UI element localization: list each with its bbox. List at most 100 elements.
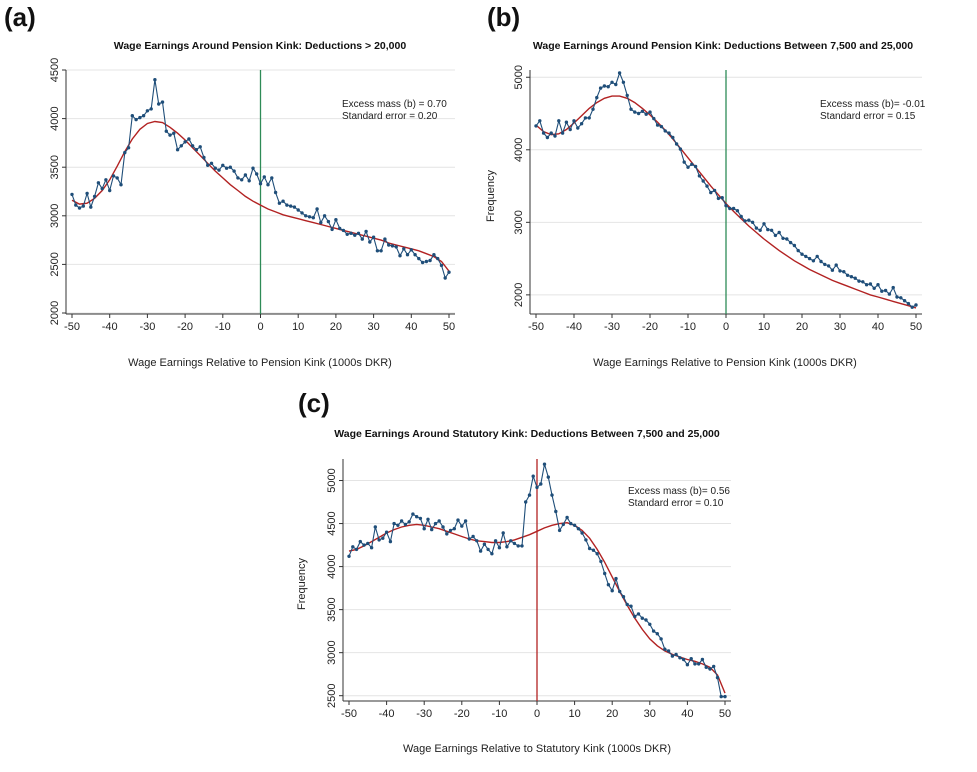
data-point — [371, 235, 376, 239]
data-point — [358, 539, 362, 544]
data-point — [392, 521, 396, 526]
data-point — [671, 135, 675, 140]
data-point — [880, 289, 884, 293]
data-point — [70, 192, 74, 197]
data-point — [194, 148, 199, 152]
data-point — [362, 543, 366, 547]
data-point — [145, 109, 150, 113]
data-point — [853, 276, 857, 280]
y-tick-label: 5000 — [326, 468, 338, 492]
data-point — [659, 637, 663, 641]
x-tick-label: -40 — [102, 321, 118, 333]
data-point — [541, 131, 546, 135]
data-point — [531, 474, 535, 478]
x-tick-label: 30 — [644, 708, 656, 720]
data-point — [823, 262, 827, 267]
data-point — [861, 280, 865, 284]
data-point — [439, 263, 444, 268]
data-point — [388, 539, 393, 544]
data-point — [198, 145, 202, 149]
data-point — [266, 183, 270, 187]
data-point — [777, 230, 781, 235]
data-point — [554, 509, 558, 514]
data-point — [697, 662, 701, 666]
data-point — [614, 82, 618, 87]
data-point — [153, 78, 157, 82]
data-point — [550, 493, 554, 497]
data-point — [96, 181, 101, 185]
data-point — [524, 500, 528, 504]
data-point — [160, 100, 165, 104]
data-point — [766, 227, 770, 232]
data-point — [815, 254, 819, 259]
x-tick-label: -10 — [491, 708, 507, 720]
x-tick-label: 20 — [606, 708, 618, 720]
fitted-counterfactual-line — [535, 95, 917, 309]
data-point — [505, 545, 509, 549]
data-point — [403, 522, 408, 527]
data-point — [569, 521, 573, 526]
data-point — [319, 220, 323, 225]
data-point — [644, 112, 648, 116]
data-point — [580, 531, 584, 535]
data-point — [576, 126, 580, 130]
data-point — [614, 576, 618, 581]
data-point — [441, 525, 445, 529]
data-point — [447, 270, 451, 274]
x-tick-label: 50 — [443, 321, 455, 333]
data-point — [682, 160, 686, 164]
data-point — [209, 161, 214, 165]
data-point — [689, 657, 693, 661]
data-point — [674, 142, 679, 146]
data-point — [796, 248, 800, 253]
data-point — [557, 119, 561, 123]
data-point — [576, 527, 581, 531]
data-point — [247, 179, 251, 183]
data-point — [364, 229, 368, 234]
x-tick-label: 40 — [872, 321, 884, 333]
data-point — [493, 539, 498, 543]
y-tick-label: 3000 — [326, 640, 338, 664]
data-point — [164, 129, 168, 133]
data-point — [842, 270, 846, 274]
data-point — [539, 482, 543, 486]
data-point — [471, 534, 475, 539]
y-tick-label: 2500 — [326, 683, 338, 707]
data-point — [644, 618, 648, 622]
data-point — [553, 134, 557, 138]
data-point — [663, 647, 667, 651]
data-point — [693, 662, 697, 666]
data-point — [415, 515, 419, 519]
data-point — [697, 174, 702, 178]
data-point — [157, 102, 161, 106]
data-point — [610, 589, 614, 593]
data-point — [345, 232, 349, 236]
data-point — [119, 183, 123, 187]
x-tick-label: 50 — [910, 321, 922, 333]
x-tick-label: -30 — [604, 321, 620, 333]
data-point — [640, 616, 644, 620]
data-point — [587, 546, 592, 551]
x-tick-label: 50 — [719, 708, 731, 720]
data-point — [887, 292, 892, 296]
data-point — [621, 80, 626, 85]
data-point — [701, 179, 705, 183]
data-point — [670, 654, 675, 658]
data-point — [292, 205, 297, 209]
data-point — [277, 201, 282, 205]
data-point — [625, 93, 629, 98]
data-point — [351, 545, 355, 549]
data-point — [599, 559, 603, 564]
data-point — [527, 493, 532, 497]
data-point — [463, 519, 468, 523]
y-tick-label: 3000 — [513, 210, 525, 234]
data-point — [281, 199, 285, 203]
data-point — [432, 253, 436, 257]
data-point — [561, 522, 565, 527]
x-tick-label: -50 — [64, 321, 80, 333]
data-point — [168, 133, 172, 137]
data-point — [807, 256, 812, 261]
data-point — [175, 148, 180, 152]
data-point — [460, 524, 464, 528]
data-point — [708, 667, 712, 671]
